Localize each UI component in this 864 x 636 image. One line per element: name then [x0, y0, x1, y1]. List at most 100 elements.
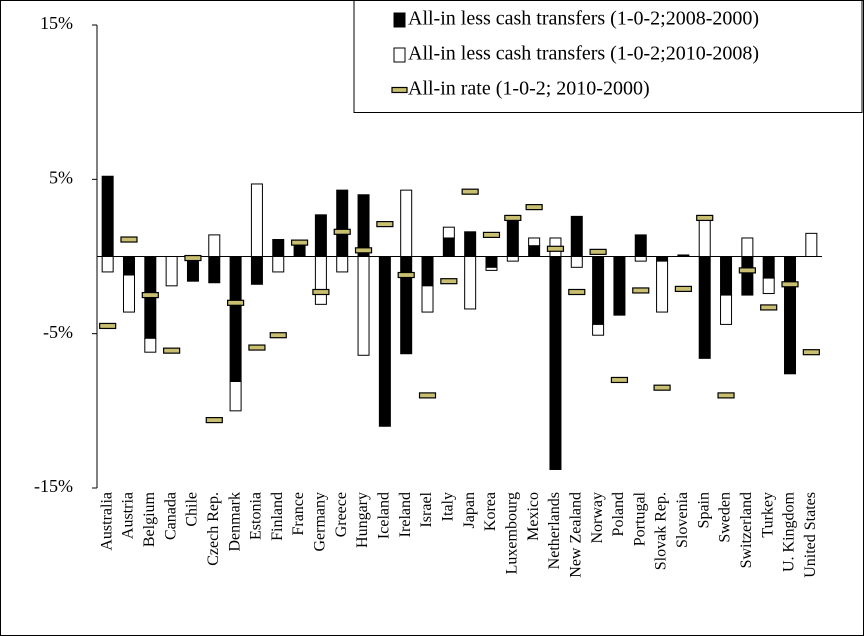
x-tick-label: Belgium: [141, 491, 158, 547]
x-tick-label: Slovak Rep.: [653, 492, 670, 570]
bar: [208, 256, 221, 284]
bar: [421, 285, 434, 313]
bar: [400, 189, 413, 258]
legend-swatch: [391, 86, 408, 94]
bar: [314, 256, 327, 305]
bar: [592, 256, 605, 325]
legend-label: All-in less cash transfers (1-0-2;2008-2…: [408, 8, 759, 30]
bar: [101, 175, 114, 258]
bar: [378, 256, 391, 427]
x-tick-label: Sweden: [717, 492, 734, 543]
x-tick-label: Slovenia: [674, 492, 691, 548]
x-tick-label: Turkey: [759, 492, 776, 538]
bar: [741, 237, 754, 257]
marker: [99, 322, 117, 330]
marker: [333, 228, 351, 235]
bar: [229, 381, 242, 412]
bar: [656, 256, 669, 262]
marker: [696, 214, 714, 222]
bar: [677, 254, 690, 257]
marker: [653, 384, 671, 391]
marker: [120, 236, 138, 243]
bar: [698, 215, 711, 258]
marker: [461, 188, 479, 195]
bar: [101, 256, 114, 273]
bar: [506, 215, 519, 258]
x-tick-label: Canada: [162, 492, 179, 540]
marker: [227, 299, 245, 306]
bar: [784, 256, 797, 375]
marker: [354, 247, 373, 254]
marker: [290, 239, 309, 246]
legend-box: [353, 0, 863, 113]
marker: [589, 248, 607, 255]
bar: [570, 256, 583, 268]
bar: [442, 237, 455, 257]
marker: [504, 214, 522, 222]
bar: [144, 337, 157, 353]
bar: [549, 256, 562, 470]
x-tick-label: Israel: [418, 491, 435, 527]
bar: [528, 237, 541, 247]
marker: [163, 347, 181, 354]
bar: [762, 277, 775, 295]
bar: [464, 256, 477, 310]
marker: [418, 392, 437, 399]
marker: [482, 231, 501, 238]
x-tick-label: Germany: [312, 492, 329, 552]
marker: [397, 271, 415, 279]
x-tick-label: United States: [802, 492, 819, 578]
x-tick-label: Greece: [333, 492, 350, 537]
bar: [592, 323, 605, 336]
y-tick-label: -15%: [34, 476, 73, 496]
marker: [802, 349, 820, 356]
bar: [272, 239, 285, 257]
bar: [272, 256, 285, 273]
marker: [205, 416, 223, 424]
x-tick-label: Netherlands: [546, 492, 563, 569]
x-tick-label: Czech Rep.: [205, 492, 222, 566]
marker: [781, 281, 799, 288]
x-tick-label: Switzerland: [738, 492, 755, 568]
bar: [421, 256, 434, 287]
bar: [229, 256, 242, 383]
x-tick-label: Australia: [98, 492, 115, 551]
bar: [613, 256, 626, 316]
bar: [314, 214, 327, 257]
bar: [336, 189, 349, 258]
marker: [141, 291, 159, 299]
bar: [720, 294, 733, 325]
marker: [717, 392, 735, 399]
marker: [312, 288, 330, 296]
y-tick-label: -5%: [43, 322, 73, 342]
bar: [293, 243, 306, 258]
x-tick-label: Iceland: [376, 492, 393, 539]
x-tick-label: Estonia: [248, 492, 265, 540]
bar: [442, 226, 455, 239]
marker: [376, 220, 394, 228]
marker: [269, 332, 287, 339]
bar: [720, 256, 733, 296]
x-tick-label: Portugal: [631, 491, 648, 546]
x-tick-label: France: [290, 492, 307, 536]
x-tick-label: Korea: [482, 492, 499, 531]
bar: [805, 232, 818, 258]
x-tick-label: Japan: [461, 492, 478, 528]
bar: [400, 256, 413, 355]
marker: [738, 267, 756, 274]
bar: [698, 256, 711, 359]
bar: [506, 256, 519, 262]
marker: [674, 285, 692, 293]
bar: [634, 234, 647, 257]
bar: [634, 256, 647, 262]
legend-swatch: [393, 12, 406, 28]
legend-swatch: [393, 47, 406, 63]
bar: [336, 256, 349, 273]
x-tick-label: Norway: [589, 492, 606, 544]
x-tick-label: Hungary: [354, 492, 371, 548]
bar: [165, 256, 178, 287]
marker: [184, 254, 202, 262]
x-tick-label: New Zealand: [567, 492, 584, 578]
x-tick-label: Denmark: [226, 492, 243, 552]
marker: [248, 344, 266, 351]
